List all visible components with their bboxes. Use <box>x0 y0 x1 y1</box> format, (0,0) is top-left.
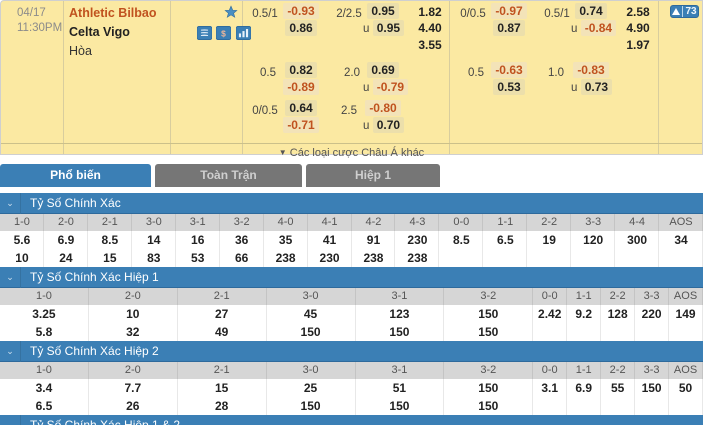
svg-text:$: $ <box>222 28 227 38</box>
